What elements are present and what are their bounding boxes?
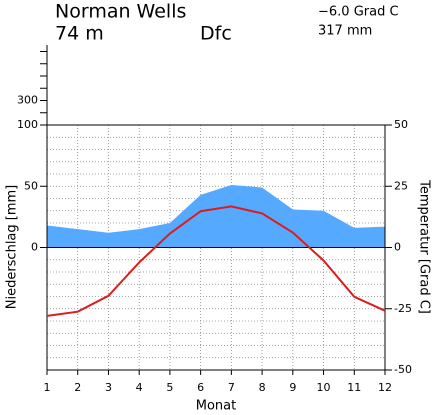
x-tick-label: 12 [378,381,392,394]
y-axis-label: Niederschlag [mm] [5,185,20,310]
precipitation-area [47,185,385,248]
annual-precipitation: 317 mm [318,24,372,39]
station-name: Norman Wells [55,1,186,23]
x-tick-label: 11 [347,381,361,394]
x-axis-label: Monat [196,399,236,414]
x-tick-label: 4 [136,381,143,394]
temperature-line [46,205,386,317]
x-tick-label: 3 [105,381,112,394]
y2-tick-label: 50 [394,118,408,131]
y2-tick-label: 0 [394,241,401,254]
x-tick-label: 10 [317,381,331,394]
x-tick-label: 1 [44,381,51,394]
climate-class: Dfc [200,23,232,45]
y2-axis-label: Temperatur [Grad C] [417,179,432,314]
x-tick-label: 6 [197,381,204,394]
y2-tick-label: -50 [394,363,412,376]
elevation: 74 m [55,23,104,45]
x-tick-label: 9 [289,381,296,394]
mean-temperature: −6.0 Grad C [318,5,399,20]
x-tick-label: 5 [166,381,173,394]
y-tick-label: 300 [17,94,38,107]
y2-tick-label: -25 [394,302,412,315]
y-tick-label: 50 [24,179,38,192]
y-tick-label: 100 [17,118,38,131]
x-tick-label: 8 [259,381,266,394]
x-tick-label: 7 [228,381,235,394]
y2-tick-label: 25 [394,179,408,192]
y-tick-label: 0 [31,241,38,254]
x-tick-label: 2 [74,381,81,394]
